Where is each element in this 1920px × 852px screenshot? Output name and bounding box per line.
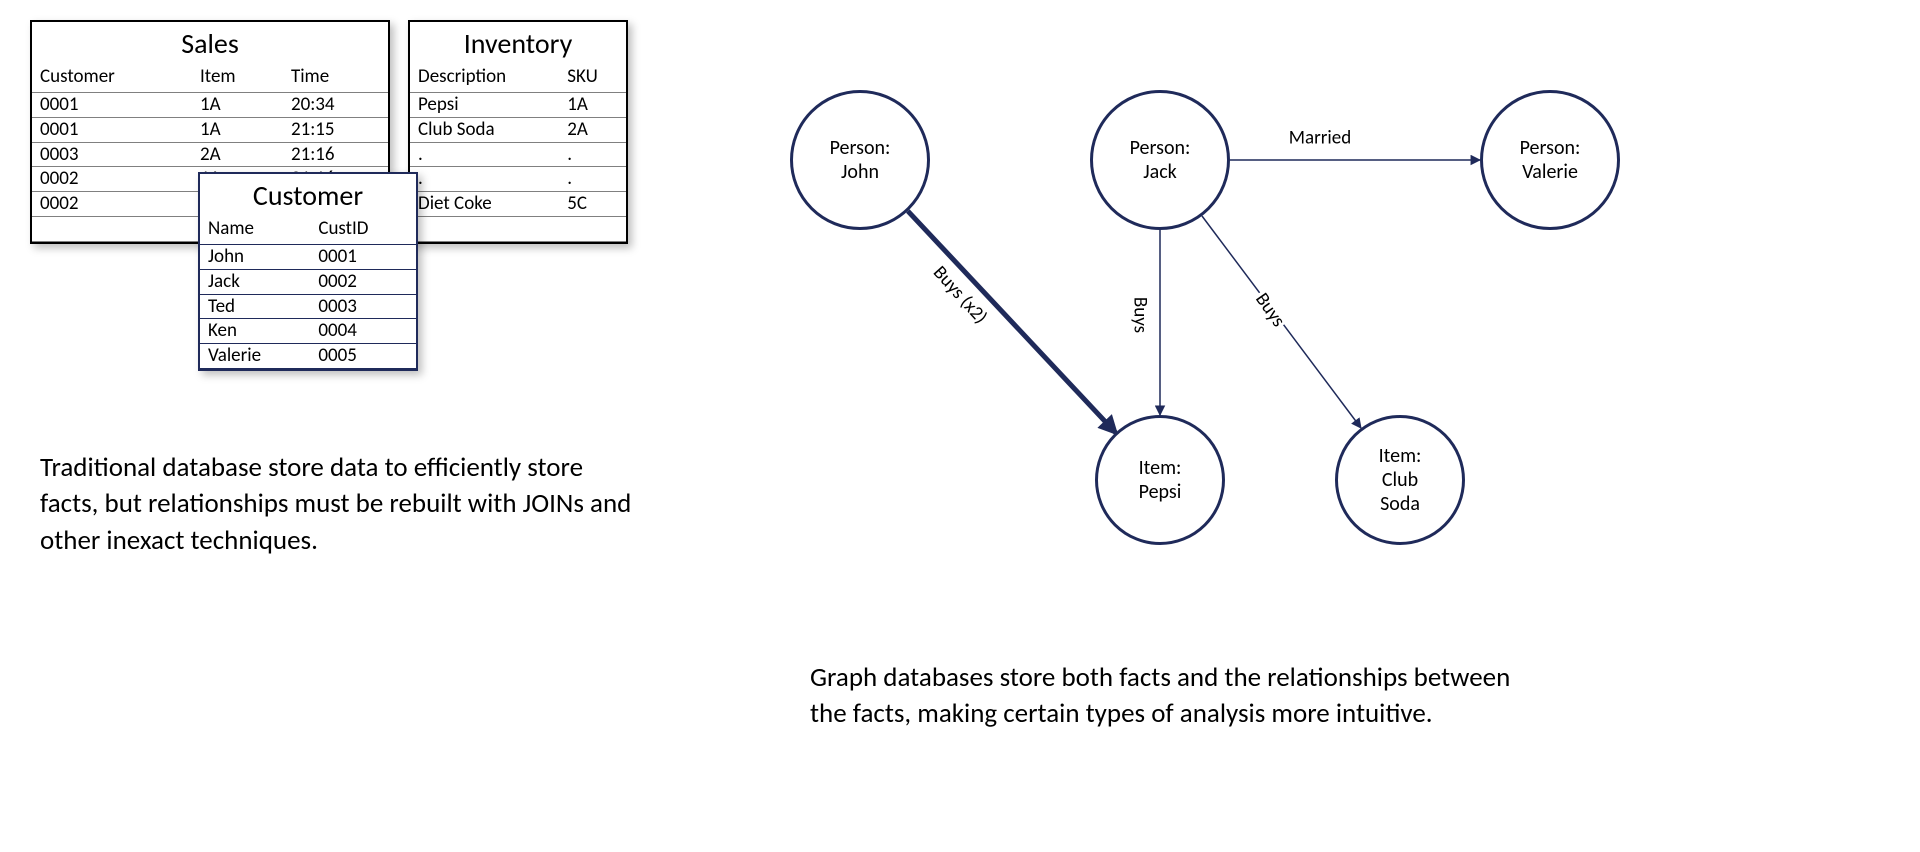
node-label: Item:Pepsi xyxy=(1139,456,1182,504)
table-cell: 0003 xyxy=(310,294,416,319)
table-cell: Valerie xyxy=(200,344,310,369)
graph-diagram: Buys (x2)BuysBuysMarriedPerson:JohnPerso… xyxy=(760,60,1880,600)
edge-label: Buys xyxy=(1129,295,1152,335)
table-cell: . xyxy=(559,142,626,167)
table-cell: Jack xyxy=(200,269,310,294)
table-row: Club Soda2A xyxy=(410,117,626,142)
customer-table: CustomerNameCustIDJohn0001Jack0002Ted000… xyxy=(198,172,418,371)
table-row: Diet Coke5C xyxy=(410,192,626,217)
column-header: Name xyxy=(200,215,310,245)
table-cell: Ted xyxy=(200,294,310,319)
table-cell: Ken xyxy=(200,319,310,344)
node-label: Person:John xyxy=(830,136,891,184)
table-cell: John xyxy=(200,245,310,270)
column-header: Item xyxy=(192,63,283,93)
table-row: Pepsi1A xyxy=(410,93,626,118)
table-cell: 0001 xyxy=(32,93,192,118)
table-cell: 1A xyxy=(192,117,283,142)
table-row: 00011A21:15 xyxy=(32,117,388,142)
table-row: Ken0004 xyxy=(200,319,416,344)
table-row: .. xyxy=(410,167,626,192)
edge-label: Married xyxy=(1287,127,1353,150)
column-header: Time xyxy=(283,63,388,93)
table-row: 00011A20:34 xyxy=(32,93,388,118)
table-row: 00032A21:16 xyxy=(32,142,388,167)
table-cell: Diet Coke xyxy=(410,192,559,217)
table-cell: 20:34 xyxy=(283,93,388,118)
table-row xyxy=(410,216,626,241)
graph-node-john: Person:John xyxy=(790,90,930,230)
node-label: Item:ClubSoda xyxy=(1379,444,1422,516)
graph-edge xyxy=(908,211,1116,433)
table-cell: 0002 xyxy=(32,167,192,192)
table-cell: . xyxy=(410,167,559,192)
table-cell xyxy=(559,216,626,241)
inventory-table-grid: DescriptionSKUPepsi1AClub Soda2A....Diet… xyxy=(410,63,626,242)
table-cell: 1A xyxy=(192,93,283,118)
graph-node-pepsi: Item:Pepsi xyxy=(1095,415,1225,545)
column-header: SKU xyxy=(559,63,626,93)
table-cell: 5C xyxy=(559,192,626,217)
table-cell: 0002 xyxy=(310,269,416,294)
table-row: Valerie0005 xyxy=(200,344,416,369)
table-cell: Club Soda xyxy=(410,117,559,142)
column-header: Customer xyxy=(32,63,192,93)
table-cell: 2A xyxy=(192,142,283,167)
sales-table-title: Sales xyxy=(32,22,388,63)
table-cell: 0003 xyxy=(32,142,192,167)
table-cell: 21:15 xyxy=(283,117,388,142)
table-cell: 0004 xyxy=(310,319,416,344)
customer-table-title: Customer xyxy=(200,174,416,215)
node-label: Person:Valerie xyxy=(1520,136,1581,184)
column-header: Description xyxy=(410,63,559,93)
graph-node-valerie: Person:Valerie xyxy=(1480,90,1620,230)
customer-table-grid: NameCustIDJohn0001Jack0002Ted0003Ken0004… xyxy=(200,215,416,369)
left-caption: Traditional database store data to effic… xyxy=(40,450,640,559)
table-cell: . xyxy=(410,142,559,167)
right-caption: Graph databases store both facts and the… xyxy=(810,660,1530,733)
table-cell: 0001 xyxy=(32,117,192,142)
table-cell: 2A xyxy=(559,117,626,142)
table-cell: Pepsi xyxy=(410,93,559,118)
table-cell: 0001 xyxy=(310,245,416,270)
inventory-table-title: Inventory xyxy=(410,22,626,63)
table-cell xyxy=(32,216,192,241)
column-header: CustID xyxy=(310,215,416,245)
table-cell: 0005 xyxy=(310,344,416,369)
table-cell: 0002 xyxy=(32,192,192,217)
table-cell xyxy=(410,216,559,241)
table-row: .. xyxy=(410,142,626,167)
table-cell: 1A xyxy=(559,93,626,118)
inventory-table: InventoryDescriptionSKUPepsi1AClub Soda2… xyxy=(408,20,628,244)
table-row: Ted0003 xyxy=(200,294,416,319)
table-row: Jack0002 xyxy=(200,269,416,294)
table-row: John0001 xyxy=(200,245,416,270)
table-cell: . xyxy=(559,167,626,192)
graph-node-jack: Person:Jack xyxy=(1090,90,1230,230)
node-label: Person:Jack xyxy=(1130,136,1191,184)
graph-node-clubsoda: Item:ClubSoda xyxy=(1335,415,1465,545)
table-cell: 21:16 xyxy=(283,142,388,167)
